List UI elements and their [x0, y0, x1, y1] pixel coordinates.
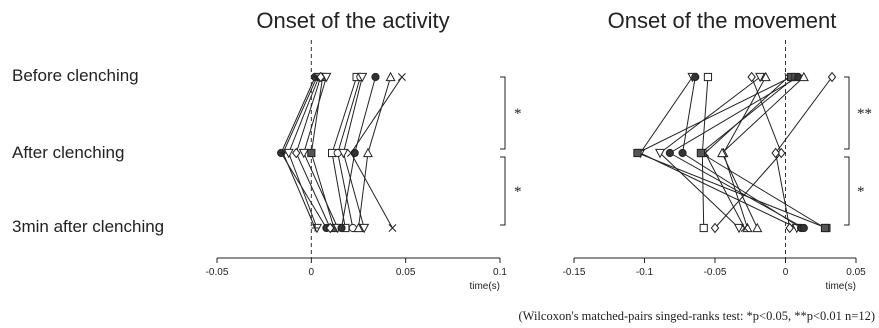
data-point-marker — [633, 148, 642, 158]
data-point-marker — [307, 148, 316, 158]
significance-label: ** — [857, 106, 872, 122]
data-point-marker — [397, 73, 406, 81]
data-point-marker — [798, 71, 809, 82]
data-point-marker — [325, 222, 335, 234]
x-tick-label: -0.05 — [206, 267, 229, 278]
significance-bracket — [844, 76, 850, 150]
significance-bracket — [500, 156, 506, 226]
subject-line — [636, 76, 827, 229]
significance-bracket — [500, 76, 506, 150]
significance-bracket — [844, 156, 850, 226]
data-point-marker — [353, 222, 364, 233]
data-point-marker — [385, 71, 396, 82]
x-tick-label: 0.05 — [846, 267, 866, 278]
data-point-marker — [337, 223, 346, 233]
x-axis-unit-label: time(s) — [825, 281, 856, 292]
x-axis-unit-label: time(s) — [469, 281, 500, 292]
data-point-marker — [703, 72, 713, 82]
data-point-marker — [691, 72, 700, 82]
x-tick-label: 0.1 — [493, 267, 507, 278]
row-label-after: After clenching — [12, 143, 124, 162]
data-point-marker — [338, 148, 349, 159]
data-point-marker — [820, 223, 830, 233]
data-point-marker — [717, 147, 728, 158]
data-point-marker — [827, 71, 837, 83]
data-point-marker — [733, 223, 745, 234]
x-tick-label: -0.15 — [563, 267, 586, 278]
x-tick-label: 0.05 — [396, 267, 416, 278]
data-point-marker — [388, 224, 397, 232]
significance-label: * — [857, 184, 865, 200]
data-point-marker — [678, 148, 687, 158]
data-point-marker — [362, 147, 373, 158]
data-point-marker — [777, 147, 786, 159]
data-point-marker — [316, 71, 326, 83]
data-point-marker — [654, 148, 666, 159]
data-point-marker — [357, 72, 368, 83]
movement-panel-title: Onset of the movement — [608, 8, 837, 33]
data-point-marker — [665, 148, 674, 158]
activity-panel-title: Onset of the activity — [256, 8, 449, 33]
row-label-3min: 3min after clenching — [12, 217, 164, 236]
x-tick-label: 0 — [309, 267, 315, 278]
significance-label: * — [514, 184, 522, 200]
x-tick-label: 0 — [783, 267, 789, 278]
data-point-marker — [752, 222, 763, 233]
data-point-marker — [740, 224, 749, 232]
significance-label: * — [514, 106, 522, 122]
data-point-marker — [755, 72, 766, 83]
data-point-marker — [359, 223, 370, 234]
data-point-marker — [799, 223, 808, 233]
row-label-before: Before clenching — [12, 66, 139, 85]
data-point-marker — [760, 71, 771, 82]
x-tick-label: -0.1 — [636, 267, 654, 278]
x-tick-label: -0.05 — [704, 267, 727, 278]
data-point-marker — [279, 149, 287, 157]
data-point-marker — [785, 222, 794, 234]
data-point-marker — [747, 71, 756, 83]
data-point-marker — [298, 148, 309, 159]
subject-line — [358, 76, 392, 229]
data-point-marker — [771, 147, 780, 159]
data-point-marker — [696, 148, 705, 158]
statistics-footnote: (Wilcoxon's matched-pairs singed-ranks t… — [518, 309, 875, 323]
activity-panel: -0.05 0 0.05 0.1 time(s) * * — [206, 40, 522, 292]
data-point-marker — [291, 147, 301, 159]
data-point-marker — [710, 222, 720, 234]
data-point-marker — [346, 149, 355, 157]
data-point-marker — [311, 224, 319, 232]
data-point-marker — [371, 72, 380, 82]
data-point-marker — [699, 223, 708, 233]
